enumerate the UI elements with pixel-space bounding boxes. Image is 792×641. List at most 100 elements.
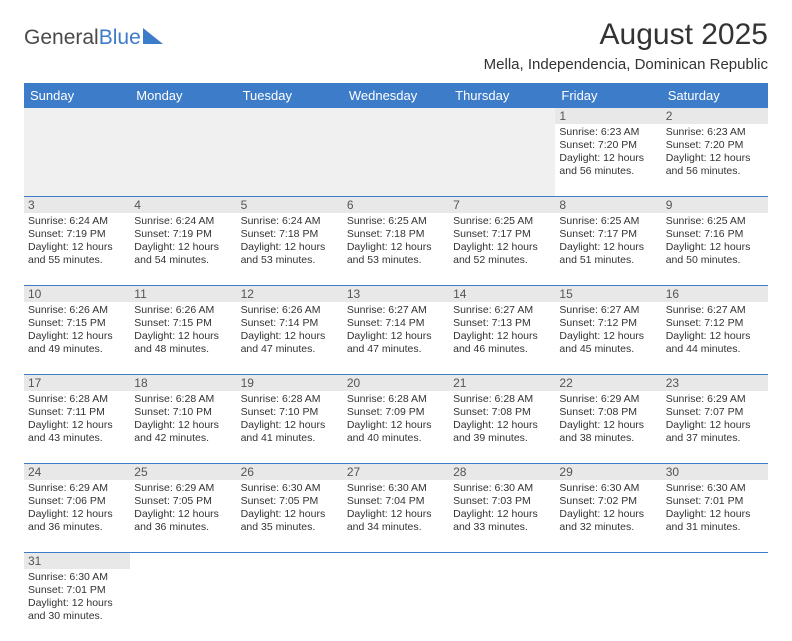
daylight-text: Daylight: 12 hours and 36 minutes. xyxy=(134,508,232,534)
sunrise-text: Sunrise: 6:25 AM xyxy=(347,215,445,228)
daylight-text: Daylight: 12 hours and 31 minutes. xyxy=(666,508,764,534)
day-cell: Sunrise: 6:26 AMSunset: 7:15 PMDaylight:… xyxy=(130,302,236,374)
sunset-text: Sunset: 7:06 PM xyxy=(28,495,126,508)
day-cell: Sunrise: 6:25 AMSunset: 7:17 PMDaylight:… xyxy=(555,213,661,285)
daylight-text: Daylight: 12 hours and 56 minutes. xyxy=(559,152,657,178)
day-cell: Sunrise: 6:24 AMSunset: 7:18 PMDaylight:… xyxy=(237,213,343,285)
daylight-text: Daylight: 12 hours and 53 minutes. xyxy=(241,241,339,267)
day-cell: Sunrise: 6:30 AMSunset: 7:05 PMDaylight:… xyxy=(237,480,343,552)
day-cell: Sunrise: 6:28 AMSunset: 7:11 PMDaylight:… xyxy=(24,391,130,463)
day-cell: Sunrise: 6:26 AMSunset: 7:14 PMDaylight:… xyxy=(237,302,343,374)
empty-cell xyxy=(130,569,236,641)
week-row: Sunrise: 6:28 AM Sunset: 7:11 PM Daylight:… xyxy=(24,391,768,464)
day-cell: Sunrise: 6:24 AMSunset: 7:19 PMDaylight:… xyxy=(130,213,236,285)
sunset-text: Sunset: 7:15 PM xyxy=(28,317,126,330)
empty-cell xyxy=(24,124,130,196)
week-row: Sunrise: 6:29 AMSunset: 7:06 PM Daylight:… xyxy=(24,480,768,553)
sunset-text: Sunset: 7:05 PM xyxy=(134,495,232,508)
day-number: 12 xyxy=(237,286,343,302)
day-number: 9 xyxy=(662,197,768,213)
weekday-header-cell: Friday xyxy=(555,83,661,108)
day-number: 17 xyxy=(24,375,130,391)
daynum-row: 10111213141516 xyxy=(24,286,768,302)
sunset-text: Sunset: 7:15 PM xyxy=(134,317,232,330)
day-number: 30 xyxy=(662,464,768,480)
sunset-text: Sunset: 7:12 PM xyxy=(666,317,764,330)
sunset-text: Sunset: 7:01 PM xyxy=(28,584,126,597)
brand-logo: General Blue xyxy=(24,26,163,50)
day-number xyxy=(449,108,555,124)
sunset-text: Sunset: 7:20 PM xyxy=(666,139,764,152)
daynum-row: 17181920212223 xyxy=(24,375,768,391)
daylight-text: Daylight: 12 hours and 52 minutes. xyxy=(453,241,551,267)
sunrise-text: Sunrise: 6:23 AM xyxy=(666,126,764,139)
day-cell: Sunrise: 6:29 AMSunset: 7:06 PMDaylight:… xyxy=(24,480,130,552)
sunset-text: Sunset: 7:11 PM xyxy=(28,406,126,419)
empty-cell xyxy=(449,569,555,641)
empty-cell xyxy=(449,124,555,196)
day-number: 25 xyxy=(130,464,236,480)
day-cell: Sunrise: 6:27 AMSunset: 7:12 PMDaylight:… xyxy=(555,302,661,374)
day-number xyxy=(343,553,449,569)
day-number: 10 xyxy=(24,286,130,302)
empty-cell xyxy=(237,569,343,641)
sunset-text: Sunset: 7:05 PM xyxy=(241,495,339,508)
day-cell: Sunrise: 6:23 AMSunset: 7:20 PMDaylight:… xyxy=(555,124,661,196)
empty-cell xyxy=(662,569,768,641)
sunrise-text: Sunrise: 6:29 AM xyxy=(559,393,657,406)
day-number: 3 xyxy=(24,197,130,213)
day-number: 6 xyxy=(343,197,449,213)
sunset-text: Sunset: 7:20 PM xyxy=(559,139,657,152)
day-number: 26 xyxy=(237,464,343,480)
day-cell: Sunrise: 6:30 AMSunset: 7:03 PMDaylight:… xyxy=(449,480,555,552)
daylight-text: Daylight: 12 hours and 30 minutes. xyxy=(28,597,126,623)
daynum-row: 3456789 xyxy=(24,197,768,213)
day-number xyxy=(24,108,130,124)
sunrise-text: Sunrise: 6:29 AM xyxy=(28,482,126,495)
day-number: 16 xyxy=(662,286,768,302)
day-number xyxy=(130,553,236,569)
sunrise-text: Sunrise: 6:27 AM xyxy=(453,304,551,317)
day-number xyxy=(662,553,768,569)
sunrise-text: Sunrise: 6:28 AM xyxy=(453,393,551,406)
sunset-text: Sunset: 7:08 PM xyxy=(453,406,551,419)
day-number: 18 xyxy=(130,375,236,391)
daynum-row: 12 xyxy=(24,108,768,124)
daylight-text: Daylight: 12 hours and 40 minutes. xyxy=(347,419,445,445)
sunrise-text: Sunrise: 6:24 AM xyxy=(134,215,232,228)
daylight-text: Daylight: 12 hours and 32 minutes. xyxy=(559,508,657,534)
sunset-text: Sunset: 7:10 PM xyxy=(134,406,232,419)
daylight-text: Daylight: 12 hours and 48 minutes. xyxy=(134,330,232,356)
location-subtitle: Mella, Independencia, Dominican Republic xyxy=(484,56,768,73)
daylight-text: Daylight: 12 hours and 56 minutes. xyxy=(666,152,764,178)
month-title: August 2025 xyxy=(484,18,768,52)
sunrise-text: Sunrise: 6:30 AM xyxy=(28,571,126,584)
sunset-text: Sunset: 7:01 PM xyxy=(666,495,764,508)
day-number: 4 xyxy=(130,197,236,213)
day-number: 20 xyxy=(343,375,449,391)
day-number xyxy=(237,108,343,124)
day-number: 24 xyxy=(24,464,130,480)
day-cell: Sunrise: 6:30 AMSunset: 7:01 PMDaylight:… xyxy=(662,480,768,552)
week-row: Sunrise: 6:23 AMSunset: 7:20 PMDaylight:… xyxy=(24,124,768,197)
sunrise-text: Sunrise: 6:30 AM xyxy=(347,482,445,495)
sunset-text: Sunset: 7:02 PM xyxy=(559,495,657,508)
sunrise-text: Sunrise: 6:27 AM xyxy=(559,304,657,317)
week-row: Sunrise: 6:24 AMSunset: 7:19 PMDaylight:… xyxy=(24,213,768,286)
sunrise-text: Sunrise: 6:23 AM xyxy=(559,126,657,139)
sunset-text: Sunset: 7:07 PM xyxy=(666,406,764,419)
sunrise-text: Sunrise: 6:26 AM xyxy=(241,304,339,317)
empty-cell xyxy=(130,124,236,196)
sunrise-text: Sunrise: 6:26 AM xyxy=(134,304,232,317)
day-cell: Sunrise: 6:27 AMSunset: 7:13 PMDaylight:… xyxy=(449,302,555,374)
sunrise-text: Sunrise: 6:30 AM xyxy=(666,482,764,495)
sunrise-text: Sunrise: 6:24 AM xyxy=(241,215,339,228)
day-number xyxy=(130,108,236,124)
day-cell: Sunrise: 6:29 AMSunset: 7:08 PMDaylight:… xyxy=(555,391,661,463)
sunrise-text: Sunrise: 6:27 AM xyxy=(666,304,764,317)
sail-icon xyxy=(143,28,163,44)
sunrise-text: Sunrise: 6:30 AM xyxy=(559,482,657,495)
day-number: 31 xyxy=(24,553,130,569)
day-cell: Sunrise: 6:30 AMSunset: 7:01 PMDaylight:… xyxy=(24,569,130,641)
title-block: August 2025 Mella, Independencia, Domini… xyxy=(484,18,768,73)
